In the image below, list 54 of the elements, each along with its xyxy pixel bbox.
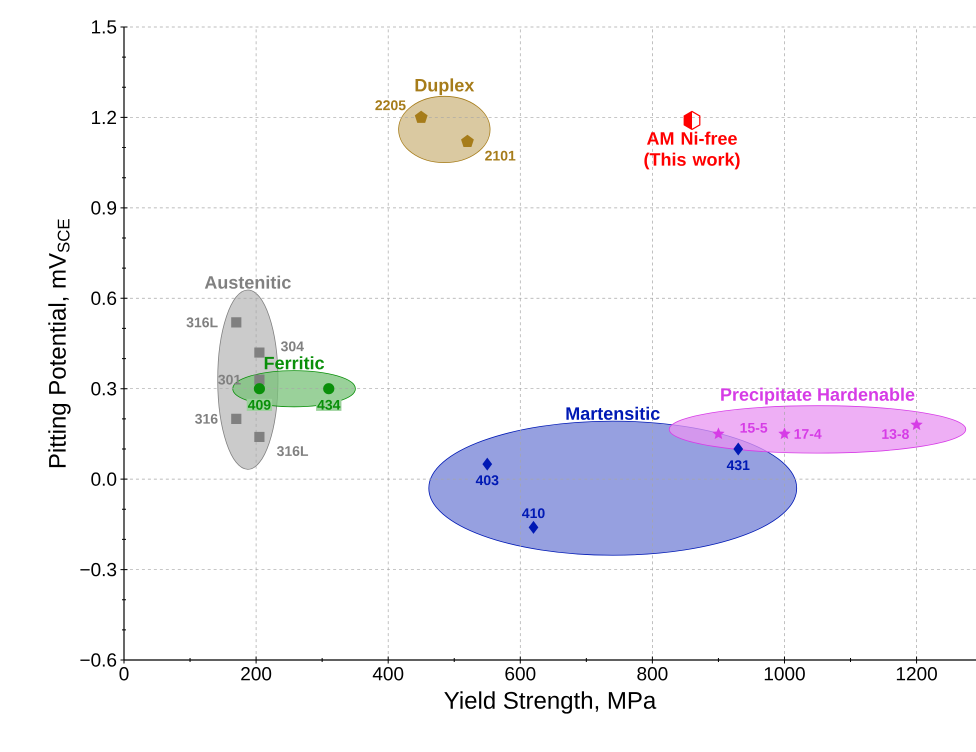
annotation: 410 (522, 508, 545, 518)
x-tick-label: 200 (241, 667, 272, 680)
y-tick-label: −0.3 (80, 562, 116, 576)
x-tick-label: 0 (119, 667, 129, 680)
point (734, 442, 743, 456)
annotation: 15-5 (740, 422, 768, 433)
point (684, 110, 700, 130)
annotation: 304 (280, 341, 304, 352)
point (231, 317, 242, 328)
x-tick-label: 800 (637, 667, 668, 680)
y-tick-label: 1.5 (92, 20, 116, 34)
annotation: 409 (248, 400, 271, 410)
annotation: 431 (726, 460, 750, 470)
x-axis-title: Yield Strength, MPa (444, 691, 656, 714)
point (778, 427, 791, 440)
x-tick-label: 1200 (896, 667, 937, 680)
point (414, 110, 428, 123)
y-axis-title: Pitting Potential, mV$_{SCE}$ (48, 219, 71, 468)
point (231, 414, 242, 424)
annotation: 403 (476, 475, 498, 486)
y-tick-label: −0.6 (80, 653, 116, 667)
point (254, 374, 264, 385)
annotation: 316L (186, 317, 218, 328)
y-tick-label: 0.9 (91, 201, 116, 215)
point (712, 427, 725, 440)
x-tick-label: 600 (505, 667, 536, 680)
series-label: Duplex (416, 78, 474, 96)
annotation: 316 (195, 414, 218, 424)
annotation: 2205 (375, 100, 406, 110)
annotation: 316L (276, 446, 308, 456)
annotation: 301 (218, 374, 241, 385)
point (254, 432, 264, 442)
y-tick-label: 0.6 (91, 292, 116, 306)
text: Martensitic (566, 406, 660, 420)
text: Austenitic (204, 276, 291, 289)
annotation: 2101 (485, 150, 516, 161)
point (910, 418, 923, 430)
y-tick-label: 1.2 (92, 110, 116, 124)
annotation: 13-8 (882, 429, 909, 440)
point (482, 458, 492, 470)
series-label: Precipitate Hardenable (721, 388, 914, 404)
point (323, 383, 334, 394)
point (254, 347, 264, 358)
y-tick-label: 0.3 (91, 382, 116, 396)
x-tick-label: 1000 (764, 667, 805, 680)
annotation: 17-4 (794, 429, 822, 439)
legend-label: AM Ni-free (This work) (644, 132, 740, 170)
annotation: 434 (317, 400, 340, 410)
series-label: Ferritic (264, 356, 324, 370)
point (528, 521, 538, 534)
point (254, 383, 265, 394)
x-tick-label: 400 (372, 667, 404, 680)
y-tick-label: 0.0 (91, 472, 116, 486)
point (461, 134, 474, 147)
